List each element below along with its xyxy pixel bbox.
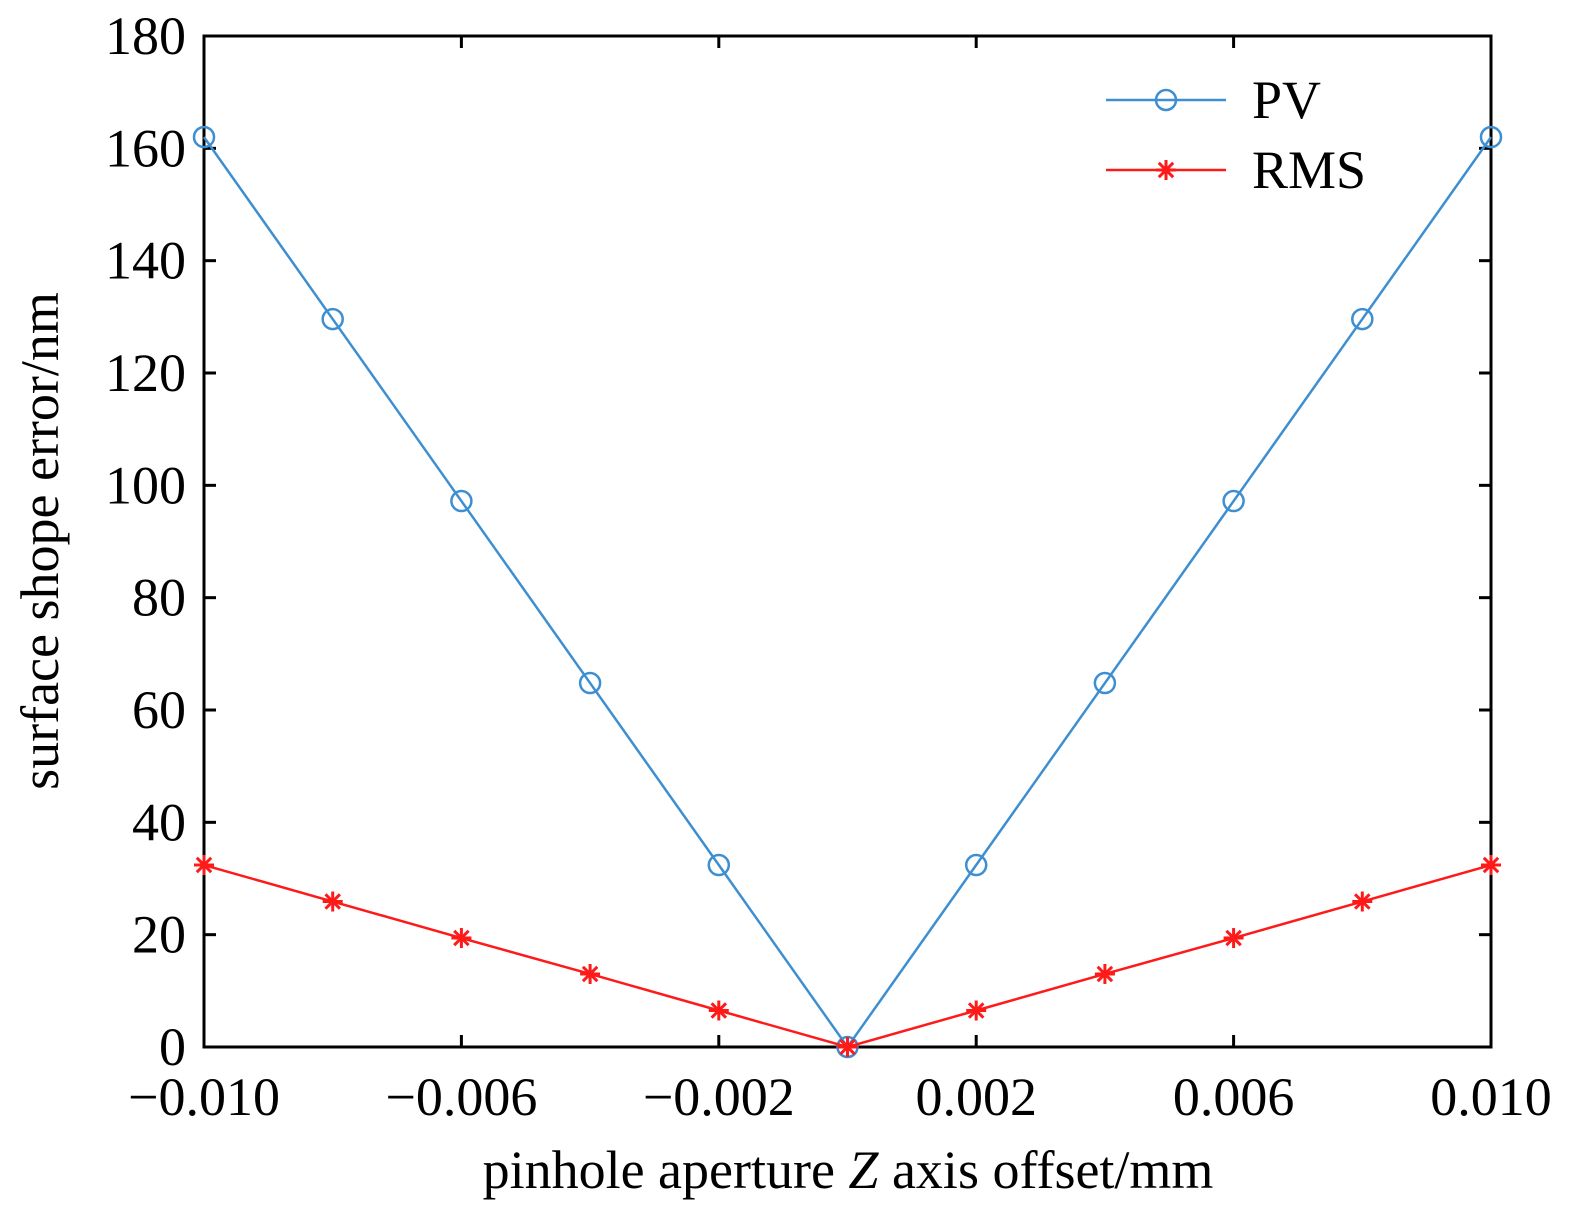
legend: PV RMS xyxy=(1106,70,1366,200)
x-tick-label: −0.010 xyxy=(128,1067,280,1127)
series-line-pv xyxy=(202,136,1493,1050)
data-point-rms xyxy=(708,1000,729,1021)
data-point-rms xyxy=(194,855,214,876)
data-point-pv xyxy=(321,307,344,331)
data-point-pv xyxy=(1093,671,1117,695)
legend-item-pv: PV xyxy=(1106,70,1321,130)
x-axis-title-part-1: pinhole aperture xyxy=(483,1140,849,1200)
y-tick-label: 120 xyxy=(105,343,186,403)
data-point-pv xyxy=(707,853,731,877)
series-line-rms xyxy=(203,863,1492,1049)
data-point-rms xyxy=(1223,928,1244,949)
data-point-rms xyxy=(322,891,343,912)
y-tick-label: 40 xyxy=(132,792,186,852)
y-tick-label: 180 xyxy=(105,6,186,66)
y-tick-label: 80 xyxy=(132,568,186,628)
series-layer xyxy=(192,125,1503,1059)
legend-item-rms: RMS xyxy=(1106,140,1366,200)
x-axis-title-part-2: Z xyxy=(848,1140,879,1200)
y-axis-title: surface shope error/nm xyxy=(10,292,70,790)
data-point-pv xyxy=(1479,125,1503,149)
y-tick-label: 160 xyxy=(105,118,186,178)
y-tick-label: 100 xyxy=(105,455,186,515)
legend-marker xyxy=(1154,88,1178,112)
data-point-rms xyxy=(966,1000,987,1021)
y-tick-label: 140 xyxy=(105,231,186,291)
data-point-rms xyxy=(1094,963,1115,984)
data-point-rms xyxy=(451,928,472,949)
legend-label: PV xyxy=(1252,70,1321,130)
data-point-pv xyxy=(578,671,602,695)
x-axis-ticks: −0.010 −0.006 −0.002 0.002 0.006 0.010 xyxy=(128,36,1552,1127)
x-axis-title-part-3: axis offset/mm xyxy=(878,1140,1213,1200)
x-tick-label: 0.010 xyxy=(1430,1067,1552,1127)
legend-marker xyxy=(1156,160,1176,180)
data-point-rms xyxy=(837,1037,858,1057)
data-point-rms xyxy=(580,963,601,984)
x-tick-label: 0.002 xyxy=(915,1067,1037,1127)
data-point-pv xyxy=(192,125,216,149)
x-tick-label: −0.002 xyxy=(643,1067,795,1127)
y-tick-label: 60 xyxy=(132,680,186,740)
legend-label: RMS xyxy=(1252,140,1366,200)
series-rms xyxy=(194,855,1501,1057)
y-tick-label: 20 xyxy=(132,905,186,965)
data-point-pv xyxy=(964,853,988,877)
x-tick-label: −0.006 xyxy=(385,1067,537,1127)
y-tick-label: 0 xyxy=(159,1017,186,1077)
data-point-rms xyxy=(1481,855,1501,876)
y-axis-ticks: 0 20 40 60 80 100 120 140 160 180 xyxy=(105,6,1491,1077)
data-point-pv xyxy=(450,489,473,513)
data-point-pv xyxy=(1222,489,1245,513)
x-axis-title: pinhole aperture Z axis offset/mm xyxy=(483,1140,1214,1200)
data-point-pv xyxy=(1351,307,1374,331)
data-point-rms xyxy=(1352,891,1373,912)
x-tick-label: 0.006 xyxy=(1173,1067,1295,1127)
